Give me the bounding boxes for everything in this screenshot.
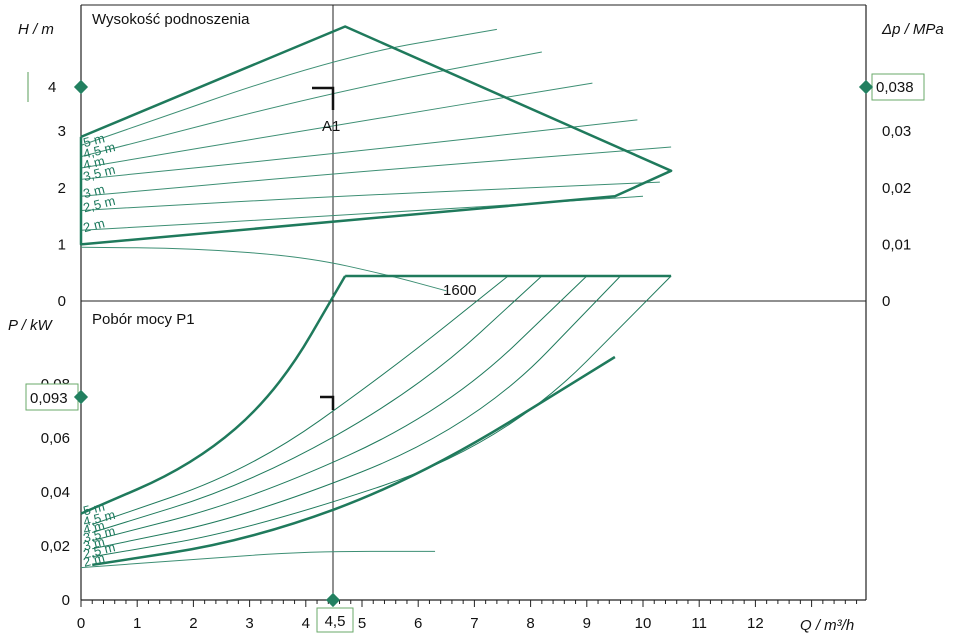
power-curve-line [92, 275, 672, 558]
marker-left-p-diamond [73, 389, 89, 405]
y-tick-label-dp: 0,03 [882, 123, 911, 140]
power-curve-line [80, 275, 347, 515]
power-curve-label: 3 m [82, 534, 107, 554]
y-tick-label-p: 0,02 [41, 538, 70, 555]
bottom-panel-title: Pobór mocy P1 [92, 311, 195, 328]
x-tick-label: 0 [77, 615, 85, 632]
marker-left-h-diamond [73, 79, 89, 95]
y-axis-label-dp: Δp / MPa [881, 21, 944, 38]
operating-point-top: A1 [312, 86, 340, 135]
marker-left-h-value: 4 [48, 79, 56, 96]
power-curve-label: 5 m [82, 499, 107, 519]
x-tick-label: 7 [470, 615, 478, 632]
x-axis-label: Q / m³/h [800, 617, 854, 634]
power-curve-label: 2 m [82, 550, 107, 570]
y-tick-label-dp: 0,01 [882, 236, 911, 253]
op-marker-bottom [320, 395, 335, 410]
ticks [80, 600, 858, 607]
x-tick-label: 2 [189, 615, 197, 632]
y-tick-label-dp: 0,02 [882, 180, 911, 197]
top-panel-title: Wysokość podnoszenia [92, 11, 250, 28]
y-axis-label-p: P / kW [8, 317, 53, 334]
x-axis-tick-labels: 012344,556789101112 [77, 615, 764, 632]
x-tick-label: 4 [302, 615, 310, 632]
y-tick-label-h: 0 [58, 293, 66, 310]
op-marker-top [312, 86, 335, 110]
top-panel-tick-labels: 0 1 2 3 [58, 123, 66, 310]
head-curve-line [80, 146, 672, 197]
limit-curve-bottom [80, 550, 436, 569]
marker-x-q-diamond [325, 592, 341, 608]
x-tick-label: 9 [583, 615, 591, 632]
operating-point-bottom [320, 395, 335, 410]
y-tick-label-p: 0,06 [41, 430, 70, 447]
head-curve-line [80, 28, 497, 146]
axes [80, 4, 867, 605]
x-tick-label: 12 [747, 615, 764, 632]
marker-right-dp-value: 0,038 [876, 79, 914, 96]
x-tick-label: 1 [133, 615, 141, 632]
head-curve-line [80, 82, 593, 169]
power-curve-line [92, 275, 509, 525]
x-tick-label: 5 [358, 615, 366, 632]
head-envelope [79, 25, 673, 246]
y-axis-label-h: H / m [18, 21, 54, 38]
marker-left-p: 0,093 [25, 383, 89, 411]
power-curve-line [92, 275, 588, 542]
head-curve-label: 2 m [82, 215, 107, 235]
y-tick-label-h: 2 [58, 180, 66, 197]
x-tick-label: 3 [245, 615, 253, 632]
limit-curve-label: 1600 [443, 282, 476, 299]
marker-x-q-box [316, 607, 354, 633]
marker-right-dp-box [871, 73, 925, 101]
bottom-panel-tick-labels: 00,020,040,060,08 [41, 376, 70, 609]
marker-right-dp: 0,038 [858, 73, 925, 101]
y-tick-label-dp: 0 [882, 293, 890, 310]
y-tick-label-h: 3 [58, 123, 66, 140]
marker-right-dp-diamond [858, 79, 874, 95]
marker-left-p-value: 0,093 [30, 390, 68, 407]
head-curve-line [80, 195, 644, 231]
right-axis-tick-labels: 0 0,01 0,02 0,03 [882, 123, 911, 310]
x-tick-label: 6 [414, 615, 422, 632]
x-tick-label: 10 [635, 615, 652, 632]
x-tick-label: 8 [526, 615, 534, 632]
head-curve-line [80, 181, 660, 211]
bottom-panel-curves: 5 m4,5 m4 m3,5 m3 m2,5 m2 m [80, 274, 672, 570]
head-curve-label: 4 m [82, 153, 107, 173]
power-curve-label: 4 m [82, 518, 107, 538]
power-curve-line [92, 275, 621, 550]
y-tick-label-h: 1 [58, 236, 66, 253]
op-label-a1: A1 [322, 118, 340, 135]
marker-x-q [316, 592, 354, 633]
y-tick-label-p: 0 [62, 592, 70, 609]
y-tick-label-p: 0,04 [41, 484, 70, 501]
head-curve-line [80, 119, 638, 180]
power-curve-line [92, 355, 616, 567]
head-curve-line [80, 51, 542, 158]
power-curve-line [92, 275, 543, 533]
marker-x-q-value: 4,5 [325, 613, 346, 630]
limit-curve-top [80, 246, 447, 292]
x-tick-label: 11 [691, 615, 707, 632]
marker-left-h: 4 [27, 72, 89, 102]
head-curve-label: 3 m [82, 181, 107, 201]
